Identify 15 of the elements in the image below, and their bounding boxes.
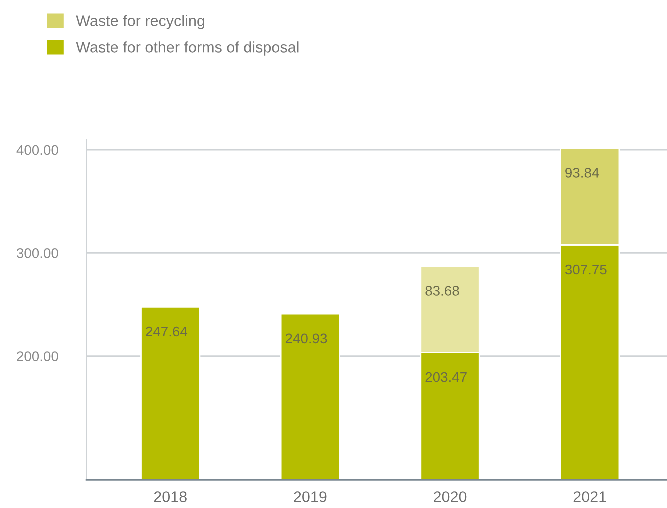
x-tick-label: 2020 xyxy=(434,492,467,502)
x-tick-label: 2018 xyxy=(154,492,187,502)
x-tick-label: 2021 xyxy=(574,492,606,502)
y-tick-label: 300.00 xyxy=(16,248,58,258)
legend-label: Waste for other forms of disposal xyxy=(76,42,299,56)
data-label: 240.93 xyxy=(286,334,328,344)
y-tick-label: 200.00 xyxy=(17,352,58,362)
legend-label: Waste for recycling xyxy=(76,15,204,30)
x-tick-label: 2019 xyxy=(294,492,327,502)
data-label: 247.64 xyxy=(146,326,188,337)
data-label: 307.75 xyxy=(565,264,607,275)
data-label: 83.68 xyxy=(426,286,460,296)
data-label: 203.47 xyxy=(426,372,467,382)
data-label: 93.84 xyxy=(566,168,600,178)
y-tick-label: 400.00 xyxy=(16,145,58,156)
